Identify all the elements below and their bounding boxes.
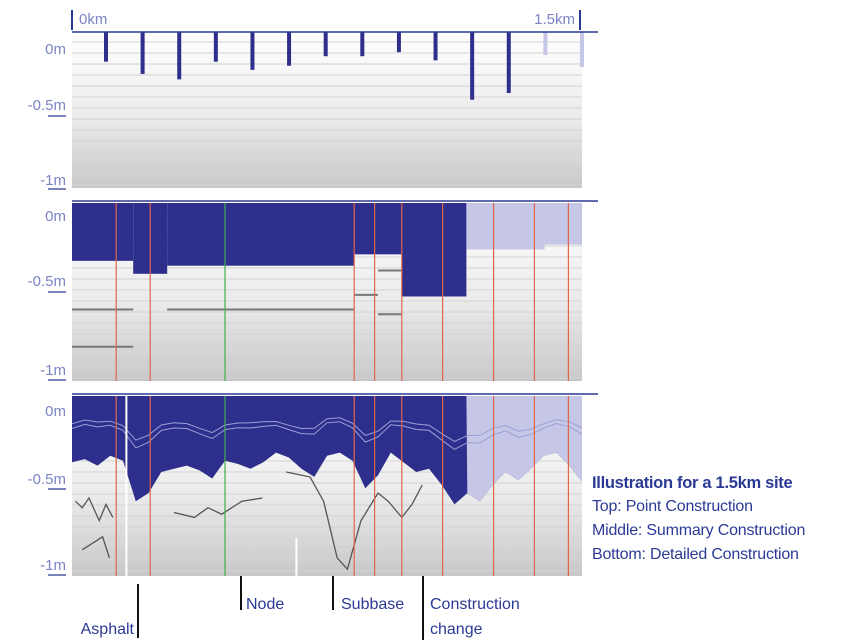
point-bar <box>287 32 292 66</box>
asphalt-segment <box>544 203 582 245</box>
point-bar <box>580 32 584 68</box>
summary-construction <box>72 203 582 381</box>
caption-line-top: Top: Point Construction <box>592 498 753 515</box>
caption-line-bottom: Bottom: Detailed Construction <box>592 546 799 563</box>
caption: Illustration for a 1.5km site Top: Point… <box>592 471 854 567</box>
point-bar <box>543 32 548 55</box>
callouts: Asphalt Node Subbase Construction change <box>81 576 520 640</box>
asphalt-segment <box>72 203 134 261</box>
subbase-trace <box>74 496 114 523</box>
bottom-depth-05m: -0.5m <box>28 471 66 488</box>
asphalt-segment <box>378 203 402 255</box>
middle-depth-05m: -0.5m <box>28 273 66 290</box>
construction-change-callout-line1: Construction <box>430 596 520 613</box>
top-panel-bg <box>72 32 582 188</box>
caption-line-middle: Middle: Summary Construction <box>592 522 806 539</box>
inner-layer-line <box>71 417 583 442</box>
asphalt-segment <box>354 203 378 255</box>
scale-start-label: 0km <box>79 11 107 28</box>
top-depth-0m: 0m <box>45 41 66 58</box>
point-bar <box>177 32 182 80</box>
point-bar <box>250 32 255 70</box>
asphalt-profile-pale <box>466 396 582 502</box>
subbase-trace <box>286 471 423 571</box>
middle-depth-0m: 0m <box>45 208 66 225</box>
subbase-callout: Subbase <box>341 596 404 613</box>
point-bar <box>323 32 328 57</box>
subbase-trace <box>173 497 263 519</box>
top-depth-05m: -0.5m <box>28 97 66 114</box>
middle-depth-1m: -1m <box>40 362 66 379</box>
point-construction-bars <box>104 32 584 100</box>
point-bar <box>396 32 401 53</box>
asphalt-segment <box>401 203 467 297</box>
bottom-depth-0m: 0m <box>45 403 66 420</box>
depth-labels: 0m -0.5m -1m 0m -0.5m -1m 0m -0.5m -1m <box>28 41 66 576</box>
point-bar <box>140 32 145 74</box>
point-bar <box>213 32 218 62</box>
point-bar <box>360 32 365 57</box>
distance-scale: 0km 1.5km <box>71 10 581 30</box>
bottom-depth-1m: -1m <box>40 557 66 574</box>
construction-change-callout-line2: change <box>430 621 483 638</box>
top-depth-1m: -1m <box>40 172 66 189</box>
asphalt-callout: Asphalt <box>81 621 135 638</box>
asphalt-profile <box>72 396 582 505</box>
point-bar <box>104 32 108 62</box>
point-bar <box>506 32 511 93</box>
inner-layer-line <box>71 421 583 450</box>
point-bar <box>433 32 438 61</box>
asphalt-segment <box>466 203 545 250</box>
detailed-construction <box>71 396 583 576</box>
scale-end-label: 1.5km <box>534 11 575 28</box>
subbase-trace <box>81 535 111 559</box>
node-callout: Node <box>246 596 284 613</box>
point-bar <box>470 32 475 100</box>
caption-title: Illustration for a 1.5km site <box>592 474 793 492</box>
asphalt-segment <box>167 203 355 266</box>
panel-separators <box>72 31 598 395</box>
